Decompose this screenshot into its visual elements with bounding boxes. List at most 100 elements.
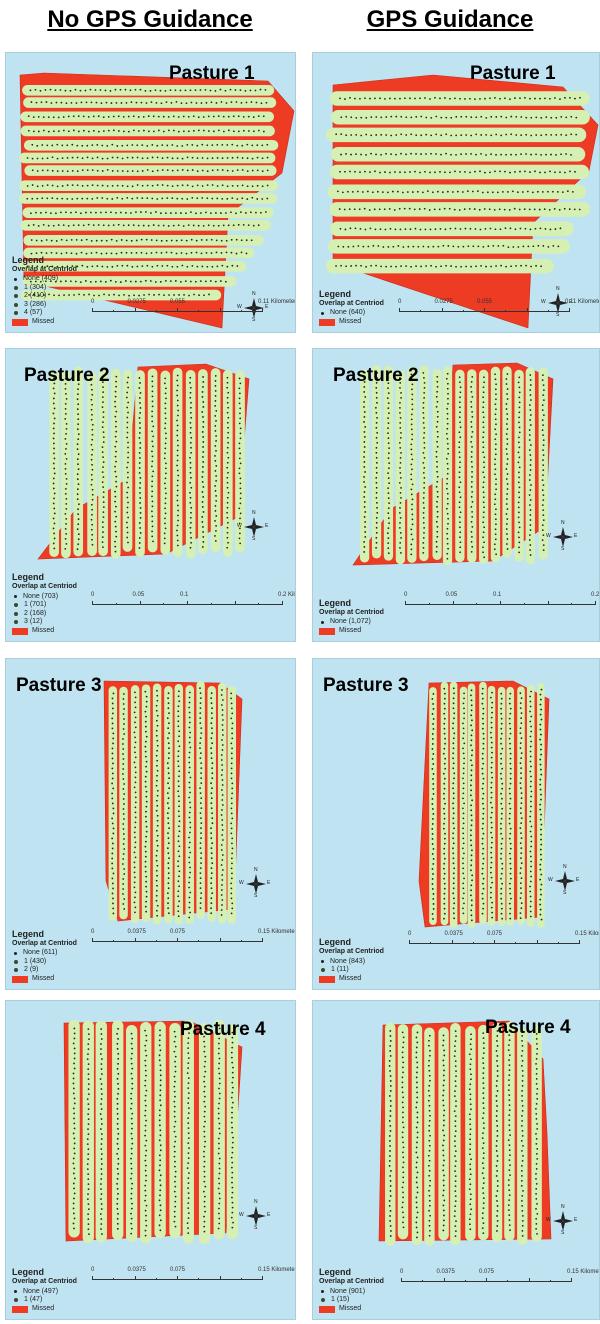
centroid-dot [483,466,485,469]
centroid-dot [520,752,523,755]
legend-entry: 3 (12) [12,618,77,627]
centroid-dot [36,144,39,147]
centroid-dot [211,157,214,160]
map-legend: Legend Overlap at Centriod None (640) Misse… [319,289,384,327]
centroid-dot [505,503,508,505]
centroid-dot [106,185,109,187]
centroid-dot [471,879,473,882]
centroid-dot [176,429,179,432]
centroid-dot [387,492,390,495]
centroid-dot [444,832,446,835]
centroid-dot [443,907,446,910]
centroid-dot [88,1233,90,1236]
centroid-dot [452,862,455,865]
centroid-dot [217,1227,220,1230]
centroid-dot [122,903,125,905]
centroid-dot [490,871,492,874]
centroid-dot [206,184,209,187]
centroid-dot [342,245,345,248]
centroid-dot [459,436,462,439]
centroid-dot [115,420,117,423]
centroid-dot [481,767,484,770]
scale-label: 0.11 Kilometers [258,299,296,305]
centroid-dot [91,538,93,541]
centroid-dot [545,133,548,136]
centroid-dot [412,245,415,248]
centroid-dot [112,129,115,132]
centroid-dot [416,1191,419,1194]
centroid-dot [158,1044,161,1047]
centroid-dot [522,1189,524,1192]
missed-label: Missed [32,974,55,982]
centroid-dot [505,523,508,525]
centroid-dot [117,223,120,226]
centroid-dot [540,134,543,137]
centroid-dot [210,697,213,700]
centroid-dot [454,1060,457,1063]
centroid-dot [401,191,404,194]
centroid-dot [496,1170,499,1172]
centroid-dot [189,471,192,474]
centroid-dot [422,501,425,504]
centroid-dot [90,383,93,386]
centroid-dot [165,397,167,400]
centroid-dot [454,1235,457,1238]
centroid-dot [110,102,113,104]
centroid-dot [363,381,366,383]
centroid-dot [112,807,115,810]
centroid-dot [578,208,581,211]
centroid-dot [177,835,180,838]
centroid-dot [227,224,230,227]
centroid-dot [564,171,566,174]
centroid-dot [431,191,434,194]
centroid-dot [112,224,115,227]
centroid-dot [174,1185,177,1188]
centroid-dot [72,1092,75,1095]
scale-tick [177,308,178,312]
centroid-dot [469,1068,472,1071]
centroid-dot [210,757,213,760]
centroid-dot [144,1229,147,1232]
centroid-dot [363,446,366,448]
centroid-dot [145,1089,148,1092]
centroid-dot [155,719,158,722]
centroid-dot [101,144,104,147]
centroid-dot [530,775,532,778]
centroid-dot [101,396,104,399]
centroid-dot [471,395,474,398]
centroid-dot [174,1200,177,1203]
centroid-dot [442,827,445,830]
centroid-dot [405,116,408,119]
centroid-dot [240,101,243,104]
centroid-dot [452,722,455,725]
centroid-dot [482,1047,485,1050]
centroid-dot [155,854,158,857]
centroid-dot [111,772,114,775]
centroid-dot [230,867,233,870]
centroid-dot [102,546,104,549]
centroid-dot [482,411,485,414]
centroid-dot [140,251,143,254]
centroid-dot [134,836,136,839]
centroid-dot [82,115,85,118]
centroid-dot [519,782,522,785]
centroid-dot [88,293,90,296]
centroid-dot [366,190,369,193]
centroid-dot [176,459,179,462]
centroid-dot [350,153,352,156]
centroid-dot [64,407,67,410]
centroid-dot [518,431,521,434]
centroid-dot [528,494,531,496]
centroid-dot [445,116,448,119]
legend-entry: None (703) [12,593,77,602]
centroid-dot [387,387,389,390]
centroid-dot [114,455,117,458]
centroid-dot [520,737,523,740]
centroid-dot [428,1104,431,1107]
centroid-dot [100,1153,103,1155]
centroid-dot [188,701,191,704]
centroid-dot [199,89,202,91]
centroid-dot [87,1033,90,1036]
centroid-dot [415,1206,418,1209]
centroid-dot [102,466,104,469]
